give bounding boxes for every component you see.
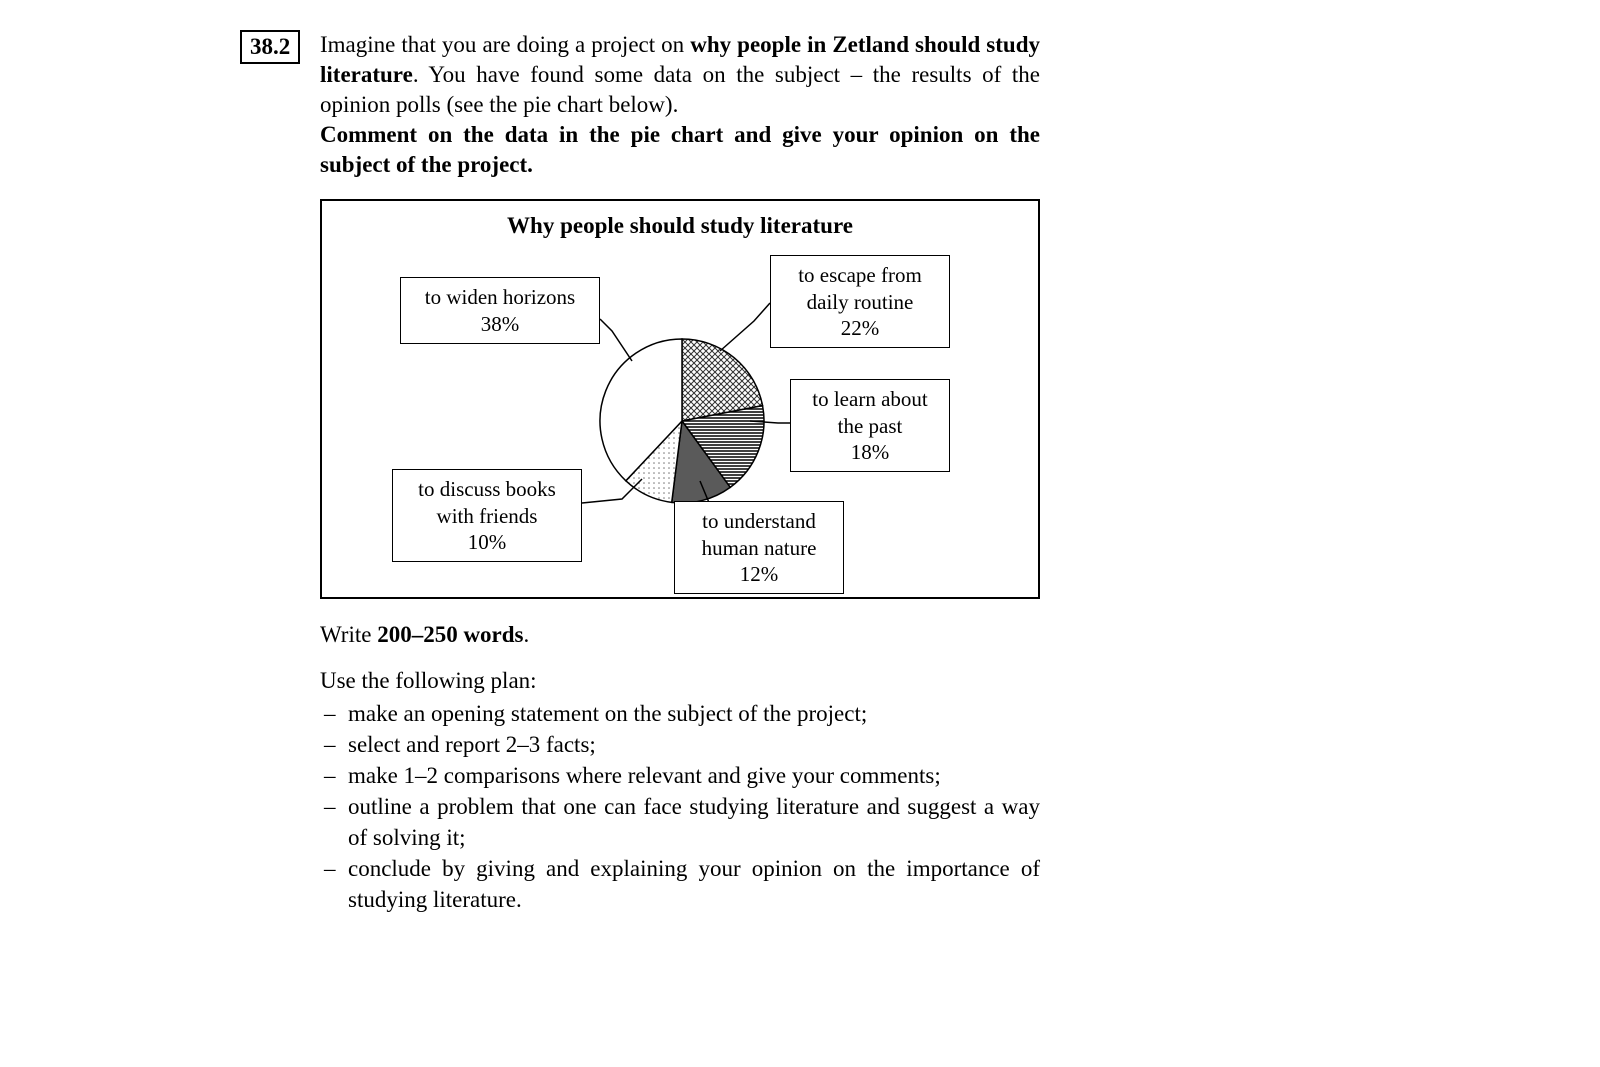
plan-list: make an opening statement on the subject…: [320, 698, 1040, 915]
plan-intro: Use the following plan:: [320, 665, 1040, 696]
task-number: 38.2: [250, 34, 290, 59]
chart-label-box: to understandhuman nature12%: [674, 501, 844, 594]
intro-text-1: Imagine that you are doing a project on: [320, 32, 690, 57]
intro-bold-2: Comment on the data in the pie chart and…: [320, 122, 1040, 177]
write-after: .: [524, 622, 530, 647]
chart-label-box: to widen horizons38%: [400, 277, 600, 344]
write-label: Write: [320, 622, 377, 647]
write-count: 200–250 words: [377, 622, 523, 647]
plan-item: make 1–2 comparisons where relevant and …: [320, 760, 1040, 791]
document-container: 38.2 Imagine that you are doing a projec…: [240, 30, 1280, 915]
plan-item: conclude by giving and explaining your o…: [320, 853, 1040, 915]
chart-label-box: to escape fromdaily routine22%: [770, 255, 950, 348]
instructions-block: Write 200–250 words. Use the following p…: [320, 619, 1040, 914]
pie-slices: [600, 339, 764, 503]
intro-paragraph: Imagine that you are doing a project on …: [320, 30, 1040, 179]
plan-item: outline a problem that one can face stud…: [320, 791, 1040, 853]
leader-line: [600, 319, 632, 361]
plan-item: select and report 2–3 facts;: [320, 729, 1040, 760]
leader-line: [720, 303, 770, 351]
chart-label-box: to learn aboutthe past18%: [790, 379, 950, 472]
task-number-box: 38.2: [240, 30, 300, 64]
intro-text-2: . You have found some data on the subjec…: [320, 62, 1040, 117]
chart-container: Why people should study literature: [320, 199, 1040, 599]
plan-item: make an opening statement on the subject…: [320, 698, 1040, 729]
chart-label-box: to discuss bookswith friends10%: [392, 469, 582, 562]
write-line: Write 200–250 words.: [320, 619, 1040, 650]
